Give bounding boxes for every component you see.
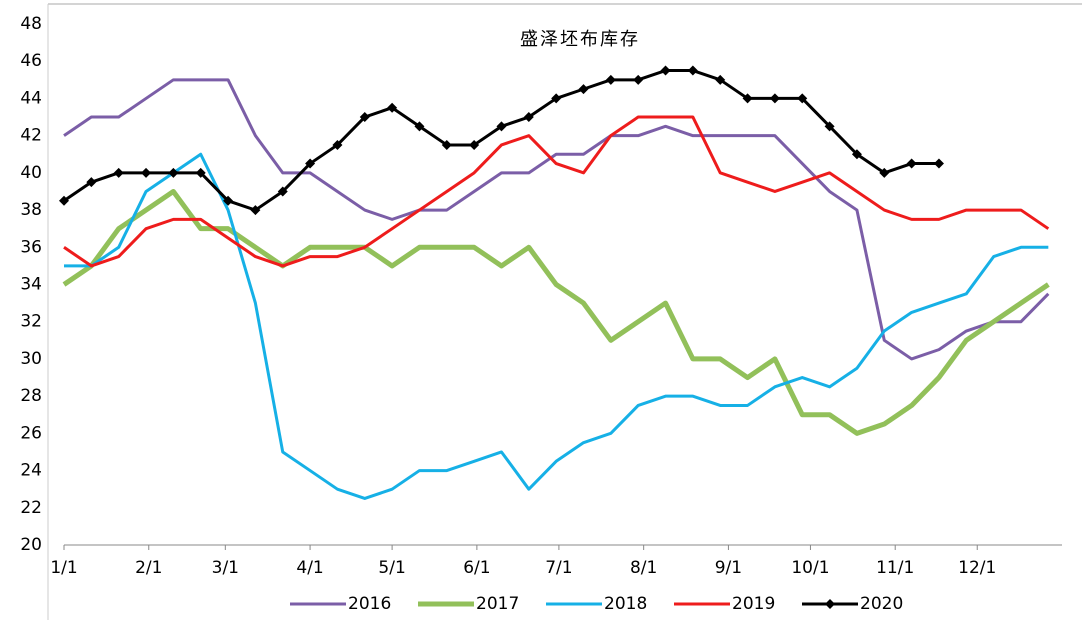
point-marker: [824, 121, 835, 132]
point-marker: [906, 158, 917, 169]
point-marker: [769, 93, 780, 104]
x-tick-label: 1/1: [50, 558, 77, 578]
y-tick-label: 34: [20, 275, 42, 295]
x-tick-label: 8/1: [630, 558, 657, 578]
point-marker: [933, 158, 944, 169]
point-marker: [605, 74, 616, 85]
point-marker: [141, 167, 152, 178]
point-marker: [387, 102, 398, 113]
legend-label: 2020: [860, 594, 903, 614]
y-tick-label: 24: [20, 461, 42, 481]
point-marker: [359, 112, 370, 123]
point-marker: [305, 158, 316, 169]
legend-label: 2016: [348, 594, 391, 614]
x-tick-label: 11/1: [876, 558, 914, 578]
point-marker: [879, 167, 890, 178]
x-tick-label: 3/1: [212, 558, 239, 578]
y-tick-label: 42: [20, 126, 42, 146]
point-marker: [633, 74, 644, 85]
point-marker: [742, 93, 753, 104]
y-tick-label: 20: [20, 535, 42, 555]
legend-label: 2019: [732, 594, 775, 614]
y-tick-label: 46: [20, 51, 42, 71]
point-marker: [496, 121, 507, 132]
point-marker: [715, 74, 726, 85]
x-tick-label: 10/1: [791, 558, 829, 578]
y-tick-label: 22: [20, 498, 42, 518]
x-tick-label: 7/1: [545, 558, 572, 578]
series-line: [64, 152, 1049, 500]
y-tick-label: 48: [20, 14, 42, 34]
series-line: [63, 69, 939, 212]
series-line: [62, 188, 1050, 436]
chart-title: 盛泽坯布库存: [520, 29, 640, 50]
point-marker: [414, 121, 425, 132]
point-marker: [551, 93, 562, 104]
series-line: [63, 115, 1050, 268]
point-marker: [660, 65, 671, 76]
point-marker: [687, 65, 698, 76]
point-marker: [277, 186, 288, 197]
x-tick-label: 12/1: [958, 558, 996, 578]
point-marker: [250, 205, 261, 216]
point-marker: [797, 93, 808, 104]
y-tick-label: 38: [20, 200, 42, 220]
y-tick-label: 36: [20, 237, 42, 257]
x-tick-label: 5/1: [378, 558, 405, 578]
point-marker: [469, 139, 480, 150]
point-marker: [113, 167, 124, 178]
point-marker: [223, 195, 234, 206]
point-marker: [195, 167, 206, 178]
x-tick-label: 6/1: [463, 558, 490, 578]
point-marker: [578, 84, 589, 95]
series-line: [63, 78, 1050, 361]
legend-label: 2017: [476, 594, 519, 614]
point-marker: [332, 139, 343, 150]
y-tick-label: 40: [20, 163, 42, 183]
x-tick-label: 4/1: [296, 558, 323, 578]
x-tick-label: 9/1: [715, 558, 742, 578]
point-marker: [851, 149, 862, 160]
y-tick-label: 30: [20, 349, 42, 369]
y-tick-label: 32: [20, 312, 42, 332]
point-marker: [59, 195, 69, 206]
point-marker: [523, 112, 534, 123]
y-tick-label: 28: [20, 386, 42, 406]
x-tick-label: 2/1: [135, 558, 162, 578]
y-tick-label: 44: [20, 88, 42, 108]
point-marker: [441, 139, 452, 150]
legend-marker: [825, 599, 835, 609]
legend-label: 2018: [604, 594, 647, 614]
point-marker: [86, 177, 97, 188]
y-tick-label: 26: [20, 423, 42, 443]
point-marker: [168, 167, 179, 178]
